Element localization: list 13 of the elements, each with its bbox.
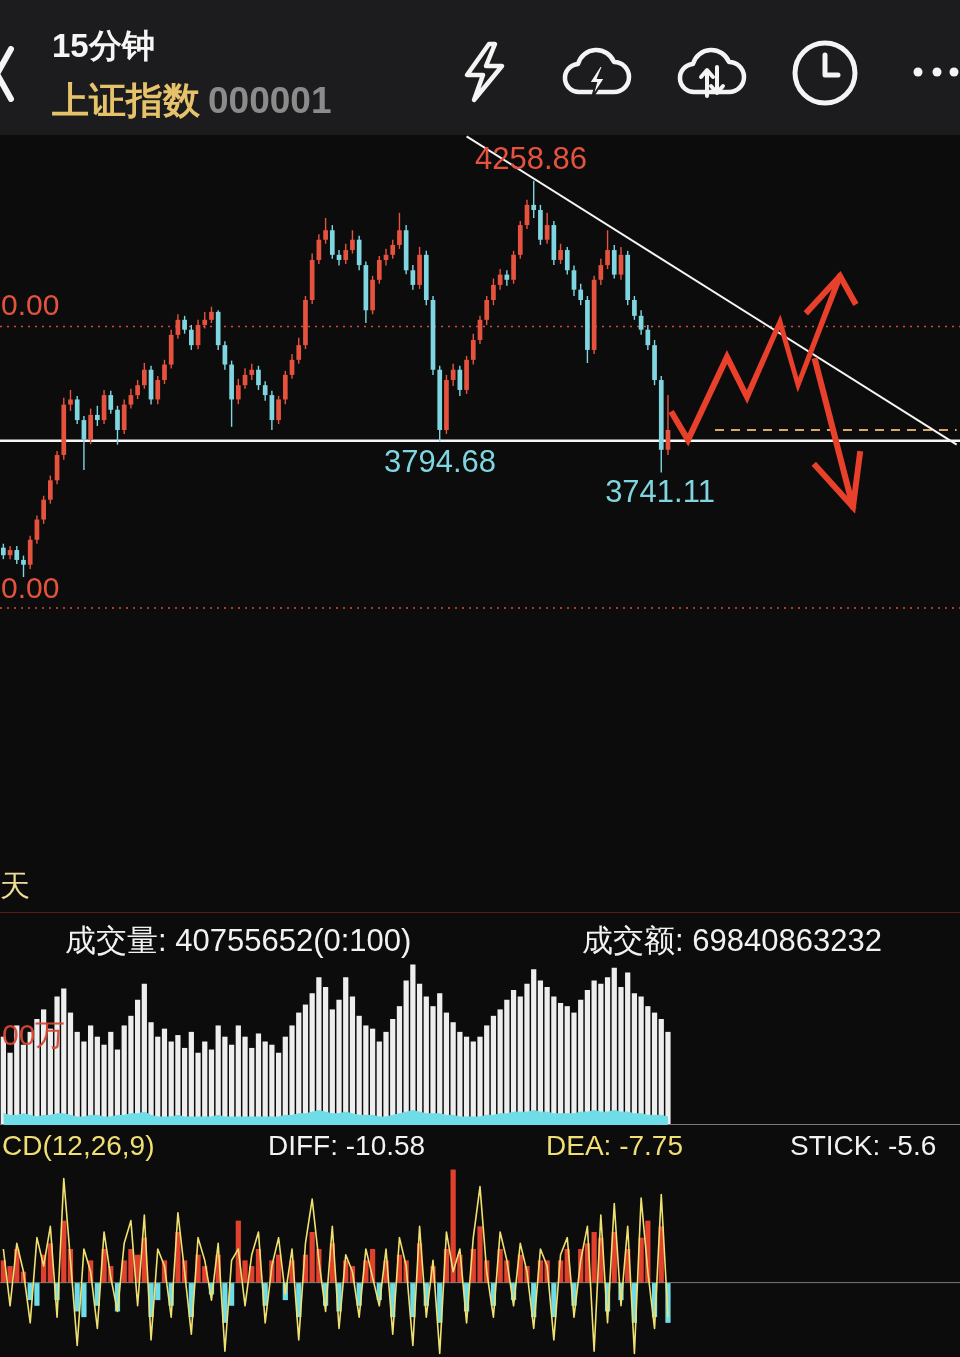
annotation: 3741.11: [605, 473, 715, 509]
text: DIFF: -10.58: [268, 1129, 426, 1163]
annotation: 0.00: [1, 288, 60, 322]
text: DEA: -7.75: [546, 1129, 683, 1163]
chart-subtitle: 上证指数 000001: [52, 80, 332, 121]
text: STICK: -5.6: [790, 1129, 937, 1163]
text: 成交额: 69840863232: [582, 923, 882, 958]
annotation: 3794.68: [383, 443, 497, 479]
annotation: 0.00: [1, 571, 60, 605]
chart-title: 成交量: 40755652(0:100): [65, 923, 412, 958]
chart-title: 15分钟: [52, 26, 155, 66]
text: 天: [0, 869, 30, 903]
chart-title: CD(12,26,9): [2, 1129, 155, 1163]
